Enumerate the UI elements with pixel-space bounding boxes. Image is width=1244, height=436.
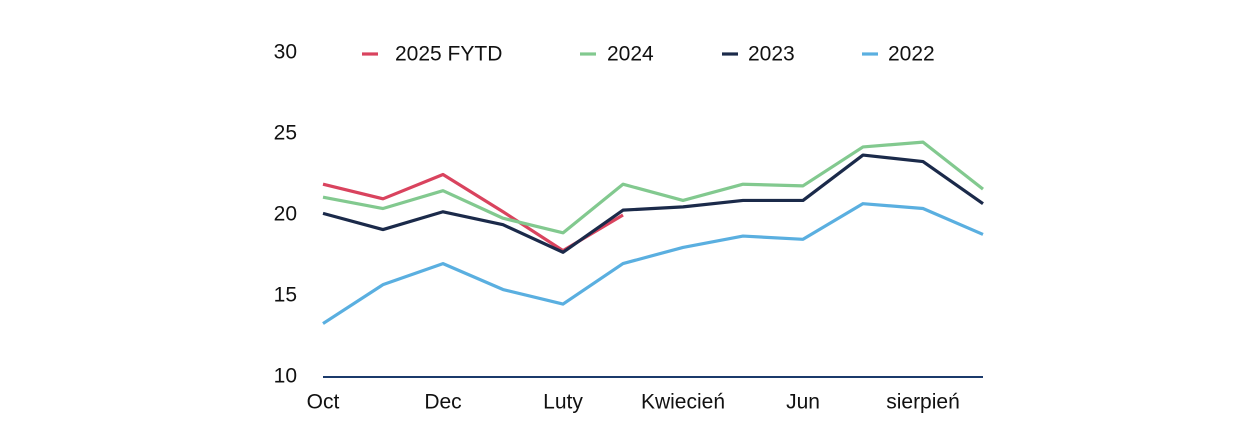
series-line	[322, 140, 984, 235]
legend-label: 2022	[888, 43, 935, 66]
x-tick-label: Kwiecień	[641, 391, 725, 414]
y-tick-label: 20	[274, 203, 297, 226]
x-tick-label: Dec	[424, 391, 461, 414]
series-line	[322, 202, 984, 325]
legend-label: 2025 FYTD	[395, 43, 502, 66]
x-tick-label: sierpień	[886, 391, 960, 414]
y-tick-label: 25	[274, 122, 297, 145]
legend-label: 2024	[607, 43, 654, 66]
y-tick-label: 30	[274, 41, 297, 64]
y-tick-label: 10	[274, 365, 297, 388]
series-line	[322, 172, 624, 253]
legend-label: 2023	[748, 43, 795, 66]
x-tick-label: Oct	[307, 391, 340, 414]
series-line	[322, 153, 984, 254]
y-tick-label: 15	[274, 284, 297, 307]
x-tick-label: Jun	[786, 391, 820, 414]
x-tick-label: Luty	[543, 391, 583, 414]
